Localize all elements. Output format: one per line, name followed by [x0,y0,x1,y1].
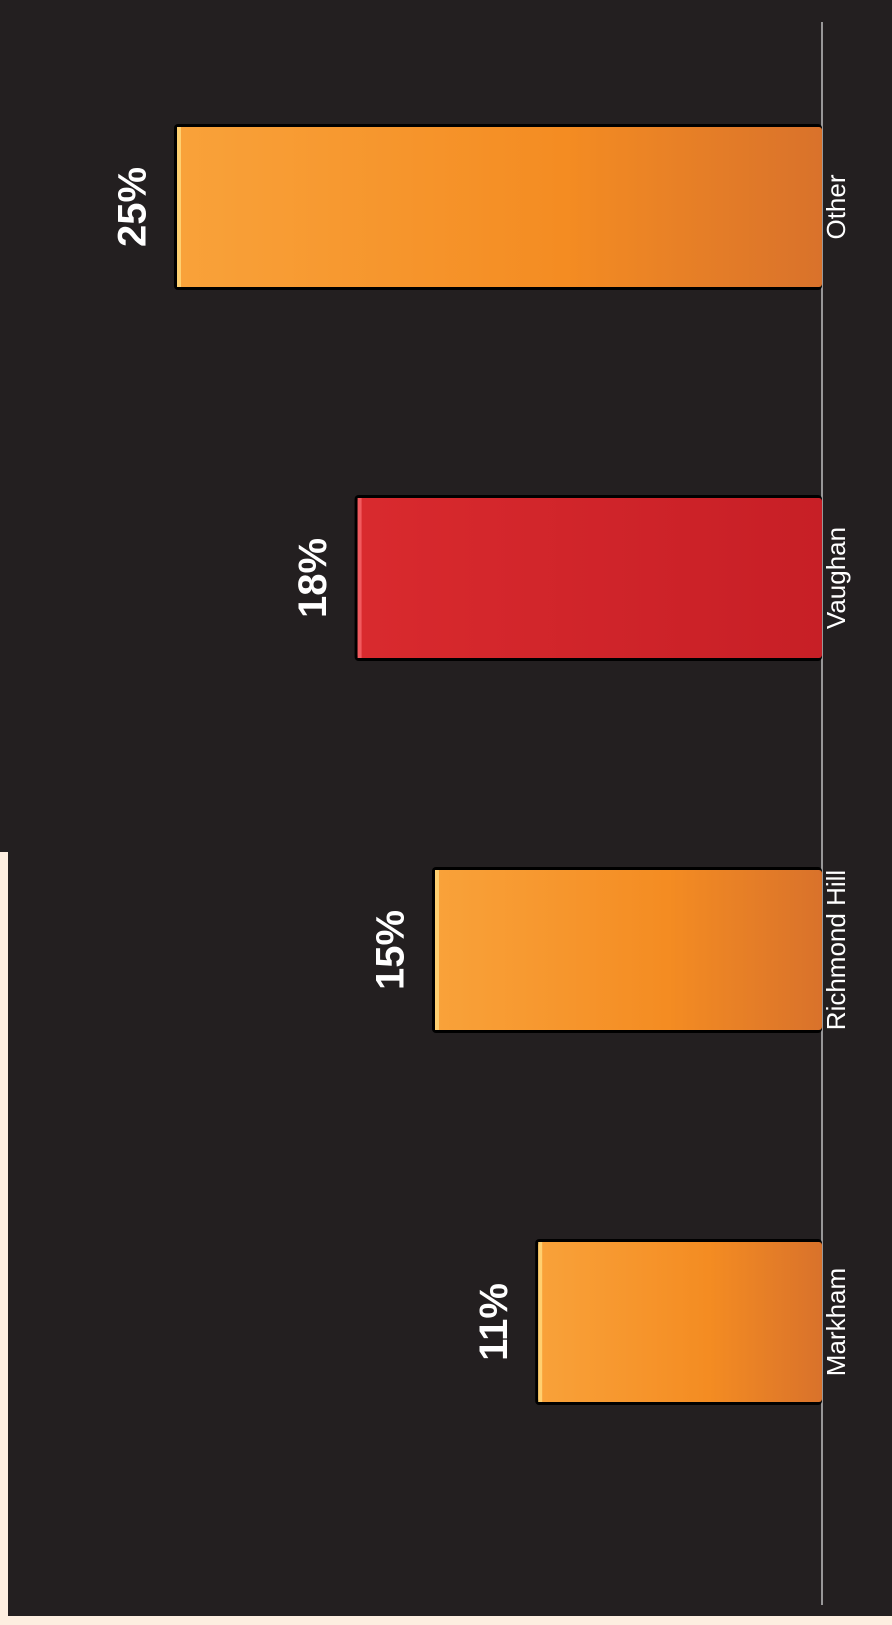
category-label-other: Other [821,174,851,239]
value-label-other: 25% [111,167,155,247]
bar-vaughan [357,498,822,658]
background-bottom-strip [0,1616,892,1625]
bar-other [177,127,822,287]
bar-bevel-markham [538,1242,543,1402]
category-label-richmond-hill: Richmond Hill [821,870,851,1030]
category-label-vaughan: Vaughan [821,527,851,629]
bar-bevel-richmond-hill [435,870,439,1030]
bar-bevel-other [177,127,181,287]
value-label-markham: 11% [472,1283,516,1361]
category-label-markham: Markham [821,1268,851,1376]
background-edge-strip [0,852,8,1625]
bar-markham [538,1242,822,1402]
bar-richmond-hill [435,870,822,1030]
bar-bevel-vaughan [357,498,362,658]
value-label-vaughan: 18% [291,538,335,618]
value-label-richmond-hill: 15% [369,910,413,990]
